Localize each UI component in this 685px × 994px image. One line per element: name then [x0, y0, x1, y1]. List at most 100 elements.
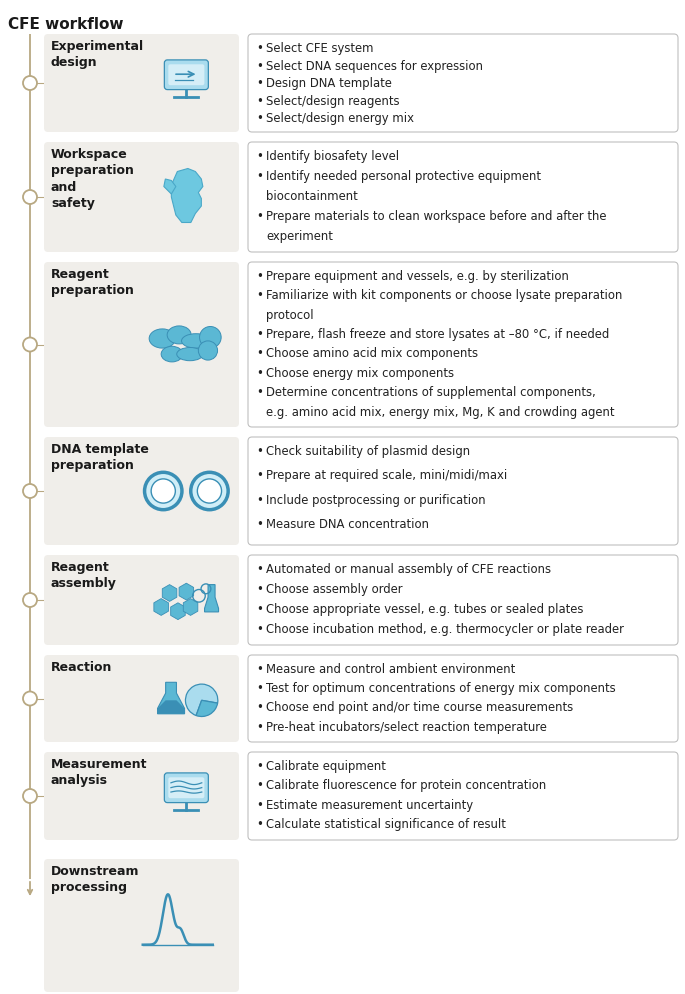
Wedge shape — [196, 701, 218, 717]
FancyBboxPatch shape — [169, 66, 204, 86]
Text: Automated or manual assembly of CFE reactions: Automated or manual assembly of CFE reac… — [266, 563, 551, 576]
Text: Experimental
design: Experimental design — [51, 40, 144, 70]
Text: Workspace
preparation
and
safety: Workspace preparation and safety — [51, 148, 134, 211]
Circle shape — [23, 338, 37, 352]
Text: biocontainment: biocontainment — [266, 190, 358, 203]
Text: Select/design energy mix: Select/design energy mix — [266, 112, 414, 125]
Text: •: • — [256, 622, 263, 635]
FancyBboxPatch shape — [44, 859, 239, 992]
Ellipse shape — [199, 327, 221, 349]
Polygon shape — [158, 701, 184, 714]
Text: •: • — [256, 347, 263, 360]
Text: Include postprocessing or purification: Include postprocessing or purification — [266, 493, 486, 507]
Text: •: • — [256, 720, 263, 733]
FancyBboxPatch shape — [169, 777, 204, 798]
Text: •: • — [256, 60, 263, 73]
Text: Select CFE system: Select CFE system — [266, 42, 373, 55]
Text: Calibrate equipment: Calibrate equipment — [266, 759, 386, 772]
Ellipse shape — [149, 330, 175, 349]
FancyBboxPatch shape — [248, 655, 678, 743]
Text: Select/design reagents: Select/design reagents — [266, 94, 399, 107]
FancyBboxPatch shape — [44, 437, 239, 546]
Circle shape — [145, 473, 182, 510]
Polygon shape — [164, 180, 176, 195]
Text: •: • — [256, 269, 263, 282]
Text: Test for optimum concentrations of energy mix components: Test for optimum concentrations of energ… — [266, 682, 616, 695]
Text: •: • — [256, 112, 263, 125]
FancyBboxPatch shape — [248, 35, 678, 133]
Ellipse shape — [199, 342, 218, 361]
FancyBboxPatch shape — [248, 143, 678, 252]
Text: Design DNA template: Design DNA template — [266, 78, 392, 90]
Polygon shape — [205, 585, 219, 612]
Text: Downstream
processing: Downstream processing — [51, 864, 140, 894]
Text: •: • — [256, 469, 263, 482]
Text: CFE workflow: CFE workflow — [8, 17, 123, 32]
FancyBboxPatch shape — [44, 556, 239, 645]
FancyBboxPatch shape — [44, 752, 239, 840]
Text: Reagent
assembly: Reagent assembly — [51, 561, 117, 589]
Text: Familiarize with kit components or choose lysate preparation: Familiarize with kit components or choos… — [266, 289, 623, 302]
Circle shape — [23, 77, 37, 90]
Text: Estimate measurement uncertainty: Estimate measurement uncertainty — [266, 798, 473, 811]
Ellipse shape — [177, 348, 203, 362]
Ellipse shape — [161, 347, 183, 363]
Ellipse shape — [182, 334, 210, 349]
Text: •: • — [256, 493, 263, 507]
Text: •: • — [256, 563, 263, 576]
Text: Pre-heat incubators/select reaction temperature: Pre-heat incubators/select reaction temp… — [266, 720, 547, 733]
Text: Prepare at required scale, mini/midi/maxi: Prepare at required scale, mini/midi/max… — [266, 469, 508, 482]
Text: •: • — [256, 150, 263, 163]
FancyBboxPatch shape — [44, 262, 239, 427]
Text: •: • — [256, 701, 263, 714]
Text: Choose amino acid mix components: Choose amino acid mix components — [266, 347, 478, 360]
Text: Identify needed personal protective equipment: Identify needed personal protective equi… — [266, 170, 541, 183]
Circle shape — [23, 789, 37, 803]
Text: Prepare equipment and vessels, e.g. by sterilization: Prepare equipment and vessels, e.g. by s… — [266, 269, 569, 282]
Text: Check suitability of plasmid design: Check suitability of plasmid design — [266, 444, 470, 457]
Text: •: • — [256, 662, 263, 675]
Text: Calibrate fluorescence for protein concentration: Calibrate fluorescence for protein conce… — [266, 778, 546, 791]
Circle shape — [190, 473, 228, 510]
Text: Calculate statistical significance of result: Calculate statistical significance of re… — [266, 818, 506, 831]
Text: •: • — [256, 759, 263, 772]
Text: experiment: experiment — [266, 230, 333, 243]
Text: •: • — [256, 210, 263, 223]
Circle shape — [23, 593, 37, 607]
Text: Choose incubation method, e.g. thermocycler or plate reader: Choose incubation method, e.g. thermocyc… — [266, 622, 624, 635]
Text: •: • — [256, 798, 263, 811]
Text: Prepare materials to clean workspace before and after the: Prepare materials to clean workspace bef… — [266, 210, 606, 223]
Circle shape — [23, 484, 37, 499]
Text: Identify biosafety level: Identify biosafety level — [266, 150, 399, 163]
Text: •: • — [256, 367, 263, 380]
Circle shape — [23, 692, 37, 706]
Text: •: • — [256, 289, 263, 302]
Text: •: • — [256, 386, 263, 399]
Text: Choose energy mix components: Choose energy mix components — [266, 367, 454, 380]
Text: •: • — [256, 602, 263, 615]
Text: Reagent
preparation: Reagent preparation — [51, 267, 134, 297]
Text: Select DNA sequences for expression: Select DNA sequences for expression — [266, 60, 483, 73]
Text: •: • — [256, 42, 263, 55]
Text: •: • — [256, 778, 263, 791]
Text: Measure and control ambient environment: Measure and control ambient environment — [266, 662, 515, 675]
Polygon shape — [158, 683, 184, 714]
Text: Choose assembly order: Choose assembly order — [266, 582, 403, 595]
Text: Determine concentrations of supplemental components,: Determine concentrations of supplemental… — [266, 386, 596, 399]
Text: Measure DNA concentration: Measure DNA concentration — [266, 518, 429, 531]
FancyBboxPatch shape — [248, 752, 678, 840]
FancyBboxPatch shape — [164, 773, 208, 803]
FancyBboxPatch shape — [248, 437, 678, 546]
Ellipse shape — [167, 327, 191, 345]
Text: Choose appropriate vessel, e.g. tubes or sealed plates: Choose appropriate vessel, e.g. tubes or… — [266, 602, 584, 615]
Text: •: • — [256, 78, 263, 90]
FancyBboxPatch shape — [44, 143, 239, 252]
Polygon shape — [171, 169, 203, 224]
FancyBboxPatch shape — [44, 655, 239, 743]
Text: DNA template
preparation: DNA template preparation — [51, 442, 149, 472]
Wedge shape — [186, 685, 218, 716]
Text: Reaction: Reaction — [51, 660, 112, 673]
Text: Choose end point and/or time course measurements: Choose end point and/or time course meas… — [266, 701, 573, 714]
Text: •: • — [256, 328, 263, 341]
Text: •: • — [256, 818, 263, 831]
